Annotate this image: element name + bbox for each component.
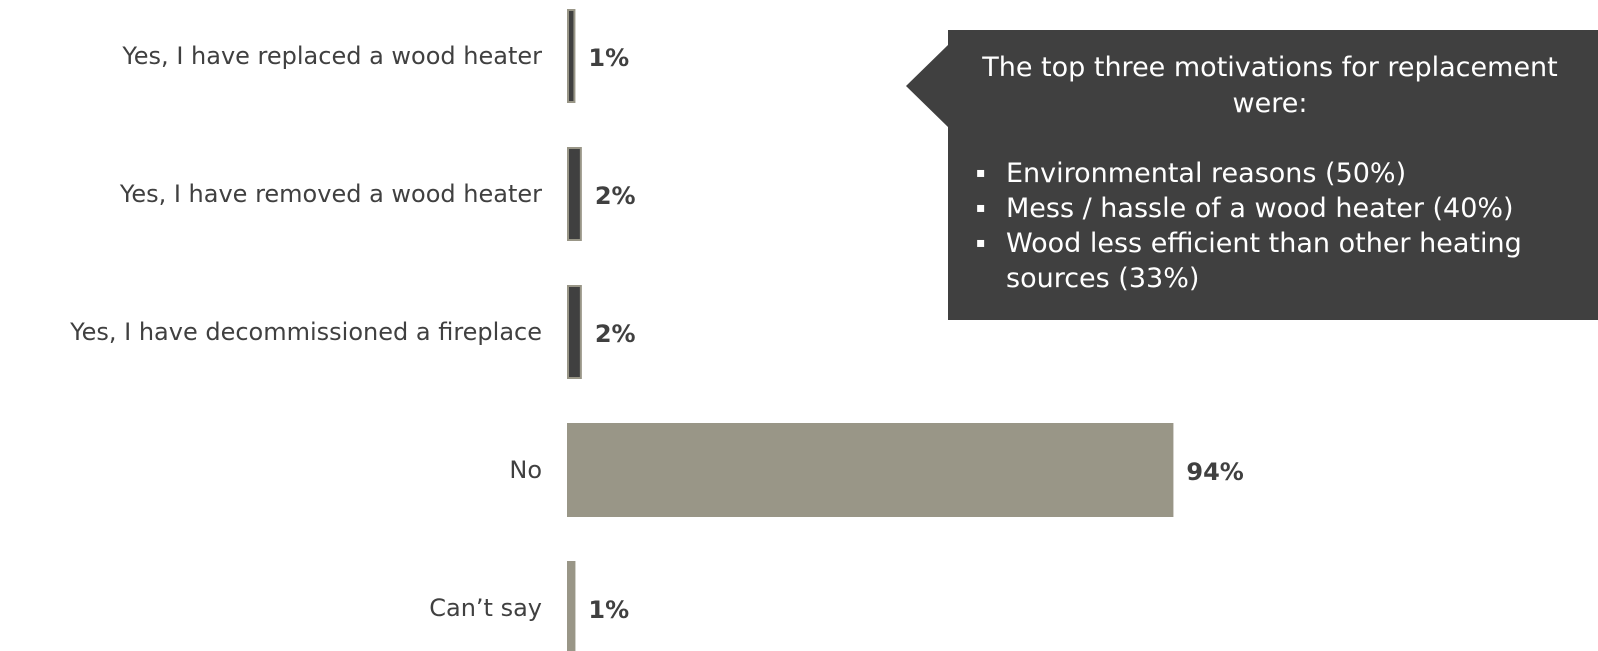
value-label: 2% — [595, 182, 636, 210]
callout-title: The top three motivations for replacemen… — [982, 52, 1558, 119]
category-label: No — [509, 456, 542, 484]
bullet-icon: ▪ — [976, 235, 986, 251]
category-label: Can’t say — [429, 594, 542, 622]
callout-item: ▪ Wood less efficient than other heating … — [972, 226, 1578, 296]
category-label: Yes, I have removed a wood heater — [119, 180, 542, 208]
bullet-icon: ▪ — [976, 165, 986, 181]
bullet-icon: ▪ — [976, 200, 986, 216]
callout-item-text: Environmental reasons (50%) — [1006, 158, 1407, 189]
callout-item-text: Wood less efficient than other heating s… — [1006, 228, 1522, 294]
callout-list: ▪ Environmental reasons (50%) ▪ Mess / has… — [972, 156, 1578, 296]
bar — [567, 147, 582, 241]
bar — [567, 561, 576, 651]
value-label: 1% — [588, 44, 629, 72]
value-label: 2% — [595, 320, 636, 348]
motivations-callout: The top three motivations for replacemen… — [948, 30, 1598, 320]
value-label: 94% — [1186, 458, 1243, 486]
callout-item-text: Mess / hassle of a wood heater (40%) — [1006, 193, 1514, 224]
bar — [567, 423, 1174, 517]
callout-item: ▪ Environmental reasons (50%) — [972, 156, 1578, 191]
callout-pointer — [906, 44, 949, 128]
bar — [567, 285, 582, 379]
value-label: 1% — [588, 596, 629, 624]
callout-item: ▪ Mess / hassle of a wood heater (40%) — [972, 191, 1578, 226]
category-label: Yes, I have decommissioned a fireplace — [69, 318, 542, 346]
bar — [567, 9, 576, 103]
category-label: Yes, I have replaced a wood heater — [121, 42, 542, 70]
